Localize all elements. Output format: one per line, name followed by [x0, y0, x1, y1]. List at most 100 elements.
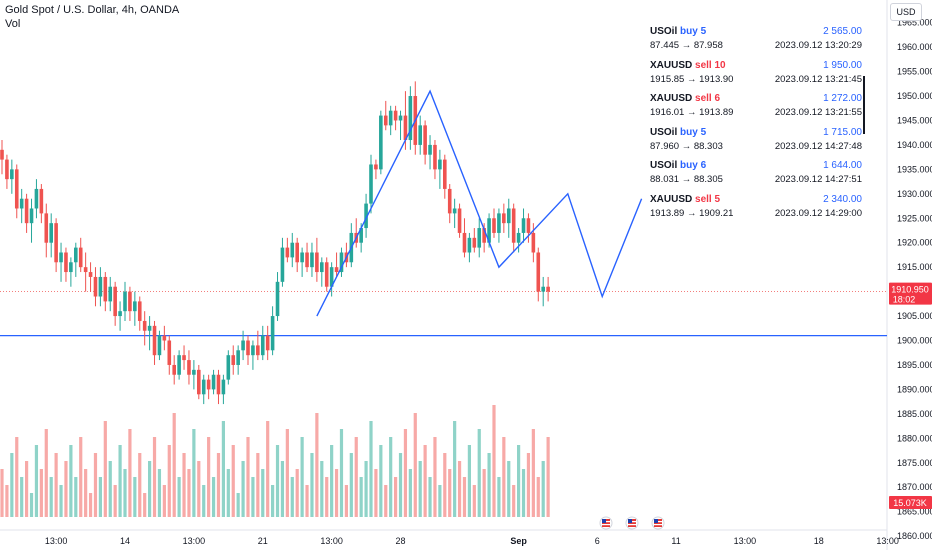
volume-bar	[285, 429, 289, 517]
volume-bar	[69, 445, 73, 517]
trade-amount: 1 950.00	[823, 59, 862, 71]
volume-bar	[148, 461, 152, 517]
volume-bar	[211, 477, 216, 517]
candle-body	[452, 208, 457, 214]
volume-bar	[266, 421, 270, 517]
candle-body	[433, 144, 437, 170]
volume-bar	[64, 461, 68, 517]
volume-bar	[369, 421, 373, 517]
candle-body	[69, 262, 73, 273]
volume-bar	[275, 445, 280, 517]
trade-symbol: XAUUSD sell 5	[650, 193, 721, 205]
volume-bar	[507, 461, 511, 517]
volume-badge	[889, 496, 932, 509]
trade-side: buy 6	[680, 160, 707, 171]
volume-badge-value: 15.073K	[893, 498, 927, 508]
volume-bar	[472, 485, 476, 517]
candle-body	[497, 213, 501, 233]
symbol-title: Gold Spot / U.S. Dollar, 4h, OANDA	[5, 4, 180, 16]
volume-bar	[118, 445, 122, 517]
candle-body	[467, 237, 472, 253]
price-tick-label: 1905.000	[897, 311, 932, 321]
trade-time: 2023.09.12 14:29:00	[774, 207, 862, 219]
trade-side: sell 10	[695, 59, 726, 71]
volume-bar	[10, 453, 14, 517]
candle-body	[241, 340, 245, 351]
volume-bar	[157, 469, 162, 517]
candle-body	[83, 267, 88, 273]
time-tick-label: Sep	[510, 536, 527, 546]
candle-body	[172, 364, 176, 375]
price-badge-value: 1910.950	[891, 285, 929, 295]
volume-bar	[462, 477, 467, 517]
candle-body	[192, 369, 196, 375]
volume-bar	[49, 477, 53, 517]
candle-body	[133, 301, 137, 312]
volume-bar	[443, 453, 447, 517]
volume-bar	[339, 429, 344, 517]
candle-body	[14, 169, 19, 209]
candle-body	[546, 286, 550, 292]
volume-bar	[536, 477, 540, 517]
trade-prices: 1916.01 → 1913.89	[650, 107, 734, 118]
volume-bar	[182, 453, 186, 517]
time-tick-label: 21	[258, 536, 268, 546]
candle-body	[418, 125, 422, 145]
candle-body	[197, 369, 201, 395]
volume-bar	[0, 469, 4, 517]
volume-bar	[290, 477, 294, 517]
candle-body	[0, 149, 4, 160]
candle-body	[423, 125, 427, 155]
volume-bar	[271, 485, 275, 517]
price-tick-label: 1875.000	[897, 458, 932, 468]
trade-prices: 87.960 → 88.303	[650, 140, 723, 152]
candle-body	[260, 335, 265, 356]
currency-button[interactable]: USD	[890, 3, 922, 21]
candle-body	[211, 374, 216, 390]
volume-bar	[207, 437, 211, 517]
volume-bar	[408, 469, 412, 517]
candle-body	[246, 340, 250, 356]
volume-bar	[482, 469, 486, 517]
candle-body	[487, 218, 491, 243]
trade-item: XAUUSD sell 6 1 272.00 1916.01 → 1913.89 20…	[650, 91, 864, 125]
candle-body	[118, 311, 122, 317]
time-tick-label: 13:00	[734, 536, 757, 546]
time-tick-label: 28	[396, 536, 406, 546]
candle-body	[182, 355, 186, 361]
candle-body	[280, 247, 285, 282]
volume-bar	[34, 445, 39, 517]
volume-bar	[172, 413, 176, 517]
volume-bar	[226, 469, 230, 517]
volume-bar	[521, 469, 526, 517]
trade-amount: 2 340.00	[823, 193, 862, 205]
candle-body	[462, 232, 467, 253]
volume-bar	[349, 453, 353, 517]
candle-body	[152, 325, 157, 356]
time-tick-label: 14	[120, 536, 130, 546]
volume-bar	[330, 445, 334, 517]
time-tick-label: 13:00	[320, 536, 343, 546]
volume-bar	[25, 461, 29, 517]
volume-bar	[398, 453, 403, 517]
price-badge-countdown: 18:02	[893, 295, 916, 305]
volume-bar	[492, 405, 496, 517]
candle-body	[10, 169, 14, 180]
volume-bar	[438, 485, 442, 517]
candle-body	[379, 115, 383, 170]
trade-time: 2023.09.12 13:20:29	[774, 40, 862, 51]
price-tick-label: 1860.000	[897, 531, 932, 541]
volume-bar	[29, 493, 34, 517]
us-flag-icon	[602, 519, 606, 523]
candle-body	[295, 242, 299, 263]
candle-body	[443, 159, 447, 189]
volume-bar	[541, 461, 545, 517]
price-tick-label: 1945.000	[897, 115, 932, 125]
candle-body	[177, 355, 181, 375]
candle-body	[24, 198, 29, 224]
price-tick-label: 1955.000	[897, 67, 932, 77]
candle-body	[19, 198, 24, 209]
candle-body	[383, 115, 388, 126]
trade-list-scrollbar[interactable]	[863, 76, 865, 134]
